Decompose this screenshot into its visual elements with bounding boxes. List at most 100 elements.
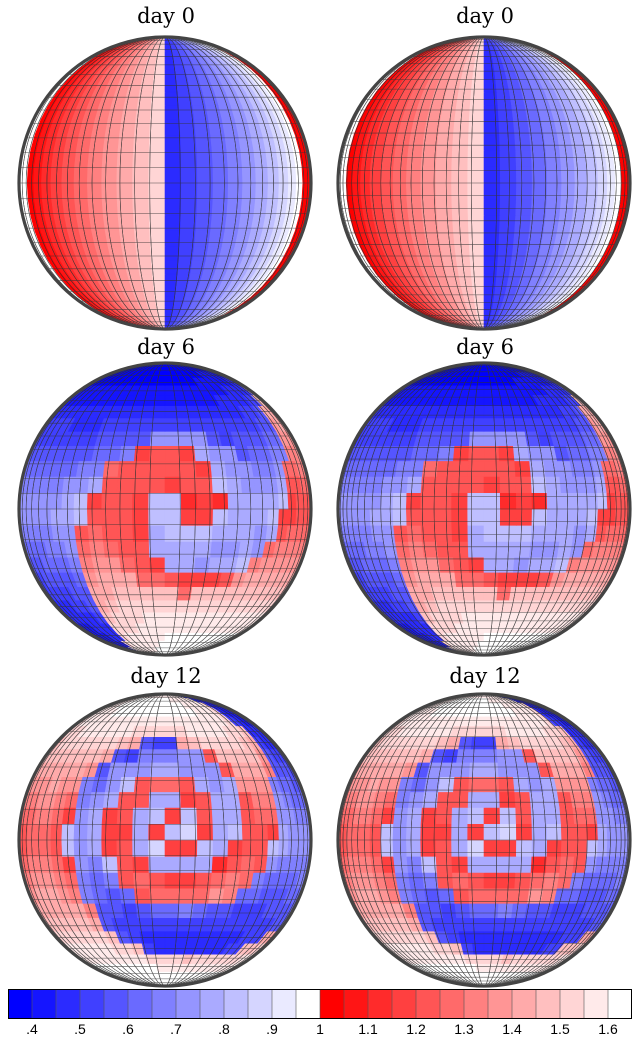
field-cell [483,725,496,738]
field-cell [193,230,211,247]
field-cell [483,823,501,841]
field-cell [195,791,213,808]
field-cell [87,166,103,184]
field-cell [117,134,135,151]
field-cell [226,856,243,873]
field-cell [150,917,166,932]
field-cell [241,166,257,184]
field-cell [87,492,103,510]
field-cell [483,260,499,275]
field-cell [453,887,470,904]
field-cell [435,856,453,873]
field-cell [546,166,562,184]
field-cell [515,856,533,873]
field-cell [287,508,297,526]
field-cell [572,807,587,824]
field-cell [483,807,501,824]
field-cell [241,823,257,841]
field-cell [121,246,138,261]
field-cell [483,105,500,120]
field-cell [597,492,608,510]
field-cell [226,199,243,216]
field-cell [451,182,469,200]
field-cell [406,199,423,216]
field-cell [178,903,195,918]
field-cell [483,68,496,81]
field-cell [278,823,289,841]
field-cell [195,460,213,477]
field-cell [451,166,469,184]
field-cell [87,856,104,873]
field-cell [574,166,588,184]
field-cell [164,748,180,763]
field-cell [499,134,516,151]
field-cell [472,942,485,955]
field-cell [369,839,382,857]
field-cell [117,872,135,889]
field-cell [440,572,457,587]
field-cell [227,492,243,510]
field-cell [61,182,75,200]
field-cell [87,839,103,857]
field-cell [73,492,89,510]
field-cell [512,556,530,573]
field-cell [440,246,457,261]
field-cell [227,166,243,184]
field-cell [135,903,152,918]
field-cell [240,856,256,873]
field-cell [515,807,533,824]
field-cell [483,791,501,808]
field-cell [150,260,166,275]
field-cell [164,807,182,824]
field-cell [278,508,289,526]
field-cell [515,525,533,542]
field-cell [178,572,195,587]
field-cell [380,166,394,184]
field-cell [470,405,485,419]
field-cell [469,91,485,106]
field-cell [467,166,485,184]
field-cell [226,476,243,493]
field-cell [514,791,532,808]
field-cell [149,776,166,793]
field-cell [164,508,182,526]
field-cell [483,134,501,151]
field-cell [483,417,499,432]
field-cell [467,807,485,824]
field-cell [438,119,456,136]
field-cell [406,150,423,167]
field-cell [211,476,229,493]
field-cell [227,508,243,526]
field-cell [468,556,485,573]
field-cell [467,839,485,857]
field-cell [440,431,457,446]
field-cell [468,762,485,777]
field-cell [121,762,138,777]
field-cell [586,492,599,510]
field-cell [597,508,608,526]
globe-rim [336,35,632,331]
field-cell [61,492,75,510]
field-cell [483,79,498,93]
field-cell [149,445,166,462]
field-cell [472,68,485,81]
field-cell [392,492,408,510]
field-cell [211,150,229,167]
field-cell [467,476,485,493]
field-cell [467,182,485,200]
field-cell [101,199,119,216]
field-cell [119,445,137,462]
field-cell [543,215,561,232]
field-cell [586,839,599,857]
field-cell [498,776,515,793]
field-cell [499,492,517,510]
field-cell [574,492,588,510]
field-cell [212,182,229,200]
field-cell [211,807,229,824]
field-cell [164,762,181,777]
field-cell [514,872,532,889]
field-cell [467,460,485,477]
globe-rim [17,361,313,657]
field-cell [196,508,214,526]
field-cell [255,166,269,184]
